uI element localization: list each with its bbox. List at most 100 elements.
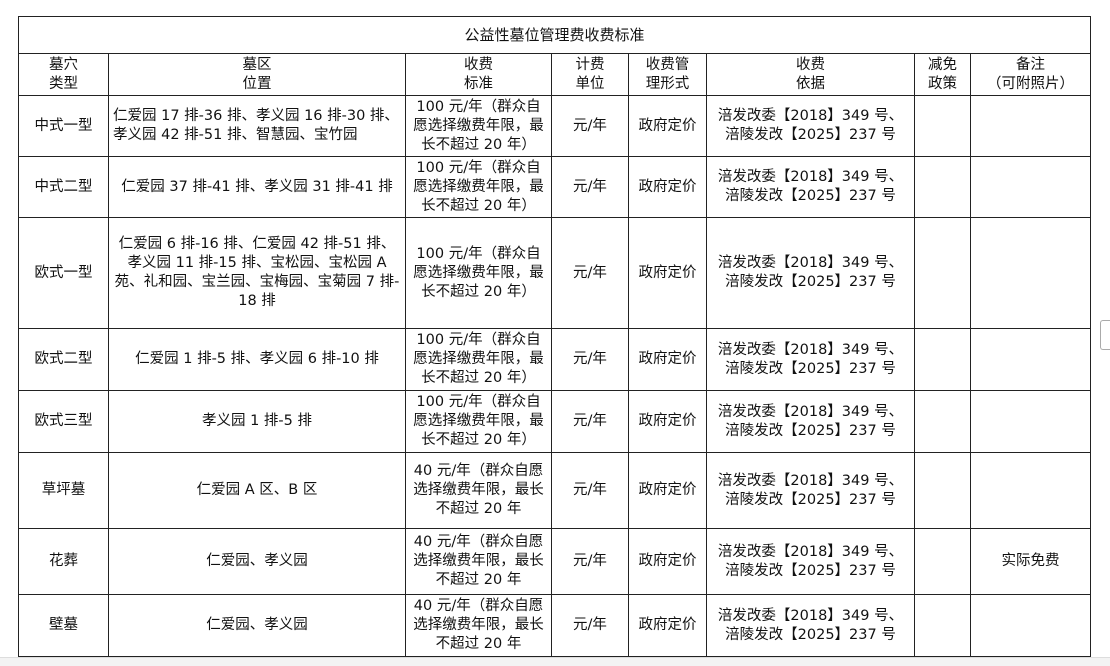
remark-cell: [969, 328, 1092, 391]
text-line: 涪陵发改【2025】237 号: [725, 491, 896, 508]
fee-table: 公益性墓位管理费收费标准 墓穴 类型 墓区 位置 收费 标准 计费 单位 收费管 理形式 收费 依据减…: [17, 16, 1092, 657]
reduction-cell: [914, 328, 971, 391]
data-row: 花葬 仁爱园、孝义园 40 元/年（群众自愿选择缴费年限，最长不超过 20 年元/年…: [18, 528, 1092, 595]
text-line: 涪陵发改【2025】237 号: [725, 188, 896, 204]
basis-cell: 涪发改委【2018】349 号、 涪陵发改【2025】237 号: [706, 594, 915, 657]
remark-cell: 实际免费: [969, 528, 1092, 595]
text-line: （可附照片）: [987, 75, 1074, 92]
remark-cell: [969, 217, 1092, 329]
header-cell: 收费 标准: [405, 53, 552, 96]
text-line: 涪陵发改【2025】237 号: [725, 360, 896, 377]
reduction-cell: [914, 156, 971, 218]
form-cell: 政府定价: [628, 217, 707, 329]
scroll-handle[interactable]: [1100, 320, 1110, 350]
basis-cell: 涪发改委【2018】349 号、 涪陵发改【2025】237 号: [706, 452, 915, 529]
location-cell: 仁爱园 17 排-36 排、孝义园 16 排-30 排、孝义园 42 排-51 …: [108, 95, 406, 157]
location-cell: 仁爱园 37 排-41 排、孝义园 31 排-41 排: [108, 156, 406, 218]
text-line: 涪发改委【2018】349 号、: [717, 472, 904, 489]
text-line: 收费: [464, 56, 493, 73]
unit-cell: 元/年: [551, 452, 629, 529]
text-line: 位置: [242, 75, 272, 92]
header-cell: 计费 单位: [551, 53, 629, 96]
reduction-cell: [914, 528, 971, 595]
form-cell: 政府定价: [628, 528, 707, 595]
text-line: 收费管: [645, 56, 690, 73]
location-cell: 孝义园 1 排-5 排: [108, 390, 406, 453]
remark-cell: [969, 390, 1092, 453]
text-line: 类型: [49, 75, 78, 92]
location-cell: 仁爱园 1 排-5 排、孝义园 6 排-10 排: [108, 328, 406, 391]
text-line: 涪发改委【2018】349 号、: [717, 543, 904, 560]
data-row: 草坪墓 仁爱园 A 区、B 区 40 元/年（群众自愿选择缴费年限，最长不超过 20…: [18, 452, 1092, 529]
type-cell: 中式二型: [18, 156, 109, 218]
text-line: 政策: [928, 75, 957, 92]
reduction-cell: [914, 217, 971, 329]
unit-cell: 元/年: [551, 95, 629, 157]
text-line: 涪发改委【2018】349 号、: [717, 255, 904, 271]
standard-cell: 100 元/年（群众自愿选择缴费年限，最长不超过 20 年）: [405, 328, 552, 391]
data-row: 中式一型 仁爱园 17 排-36 排、孝义园 16 排-30 排、孝义园 42 排…: [18, 95, 1092, 157]
standard-cell: 100 元/年（群众自愿选择缴费年限，最长不超过 20 年）: [405, 156, 552, 218]
unit-cell: 元/年: [551, 594, 629, 657]
type-cell: 欧式一型: [18, 217, 109, 329]
remark-cell: [969, 95, 1092, 157]
header-cell: 收费管 理形式: [628, 53, 707, 96]
unit-cell: 元/年: [551, 528, 629, 595]
standard-cell: 100 元/年（群众自愿选择缴费年限，最长不超过 20 年）: [405, 95, 552, 157]
standard-cell: 40 元/年（群众自愿选择缴费年限，最长不超过 20 年: [405, 452, 552, 529]
title-row: 公益性墓位管理费收费标准: [17, 16, 1092, 54]
type-cell: 壁墓: [18, 594, 109, 657]
text-line: 涪发改委【2018】349 号、: [717, 169, 904, 185]
basis-cell: 涪发改委【2018】349 号、 涪陵发改【2025】237 号: [706, 390, 915, 453]
form-cell: 政府定价: [628, 328, 707, 391]
header-cell: 墓区 位置: [108, 53, 406, 96]
reduction-cell: [914, 95, 971, 157]
standard-cell: 100 元/年（群众自愿选择缴费年限，最长不超过 20 年）: [405, 217, 552, 329]
data-row: 欧式三型 孝义园 1 排-5 排 100 元/年（群众自愿选择缴费年限，最长不超过 …: [18, 390, 1092, 453]
standard-cell: 40 元/年（群众自愿选择缴费年限，最长不超过 20 年: [405, 594, 552, 657]
text-line: 涪陵发改【2025】237 号: [725, 626, 896, 643]
form-cell: 政府定价: [628, 156, 707, 218]
data-row: 壁墓 仁爱园、孝义园 40 元/年（群众自愿选择缴费年限，最长不超过 20 年元/年…: [18, 594, 1092, 657]
type-cell: 欧式三型: [18, 390, 109, 453]
text-line: 理形式: [645, 75, 690, 92]
bottom-bar: [0, 657, 1110, 666]
standard-cell: 40 元/年（群众自愿选择缴费年限，最长不超过 20 年: [405, 528, 552, 595]
location-cell: 仁爱园、孝义园: [108, 594, 406, 657]
text-line: 减免: [928, 56, 957, 73]
type-cell: 花葬: [18, 528, 109, 595]
header-cell: 收费 依据: [706, 53, 915, 96]
data-row: 中式二型 仁爱园 37 排-41 排、孝义园 31 排-41 排 100 元/年（群…: [18, 156, 1092, 218]
unit-cell: 元/年: [551, 217, 629, 329]
form-cell: 政府定价: [628, 452, 707, 529]
basis-cell: 涪发改委【2018】349 号、 涪陵发改【2025】237 号: [706, 156, 915, 218]
remark-cell: [969, 156, 1092, 218]
text-line: 涪发改委【2018】349 号、: [717, 403, 904, 420]
data-row: 欧式二型 仁爱园 1 排-5 排、孝义园 6 排-10 排 100 元/年（群众自愿…: [18, 328, 1092, 391]
document: 公益性墓位管理费收费标准 墓穴 类型 墓区 位置 收费 标准 计费 单位 收费管 理形式 收费 依据减…: [17, 16, 1092, 657]
basis-cell: 涪发改委【2018】349 号、 涪陵发改【2025】237 号: [706, 95, 915, 157]
text-line: 收费: [796, 56, 825, 73]
form-cell: 政府定价: [628, 594, 707, 657]
reduction-cell: [914, 390, 971, 453]
text-line: 依据: [796, 75, 825, 92]
reduction-cell: [914, 594, 971, 657]
text-line: 涪陵发改【2025】237 号: [725, 127, 896, 143]
text-line: 单位: [575, 75, 605, 92]
header-cell: 备注 （可附照片）: [969, 53, 1092, 96]
text-line: 涪发改委【2018】349 号、: [717, 341, 904, 358]
text-line: 墓区: [242, 56, 272, 73]
basis-cell: 涪发改委【2018】349 号、 涪陵发改【2025】237 号: [706, 528, 915, 595]
data-row: 欧式一型 仁爱园 6 排-16 排、仁爱园 42 排-51 排、孝义园 11 排-…: [18, 217, 1092, 329]
text-line: 涪发改委【2018】349 号、: [717, 108, 904, 124]
remark-cell: [969, 594, 1092, 657]
header-cell: 减免 政策: [914, 53, 971, 96]
reduction-cell: [914, 452, 971, 529]
basis-cell: 涪发改委【2018】349 号、 涪陵发改【2025】237 号: [706, 217, 915, 329]
form-cell: 政府定价: [628, 95, 707, 157]
type-cell: 中式一型: [18, 95, 109, 157]
header-row: 墓穴 类型 墓区 位置 收费 标准 计费 单位 收费管 理形式 收费 依据 减免 政策 备注 （可附照片）: [18, 53, 1092, 96]
form-cell: 政府定价: [628, 390, 707, 453]
basis-cell: 涪发改委【2018】349 号、 涪陵发改【2025】237 号: [706, 328, 915, 391]
